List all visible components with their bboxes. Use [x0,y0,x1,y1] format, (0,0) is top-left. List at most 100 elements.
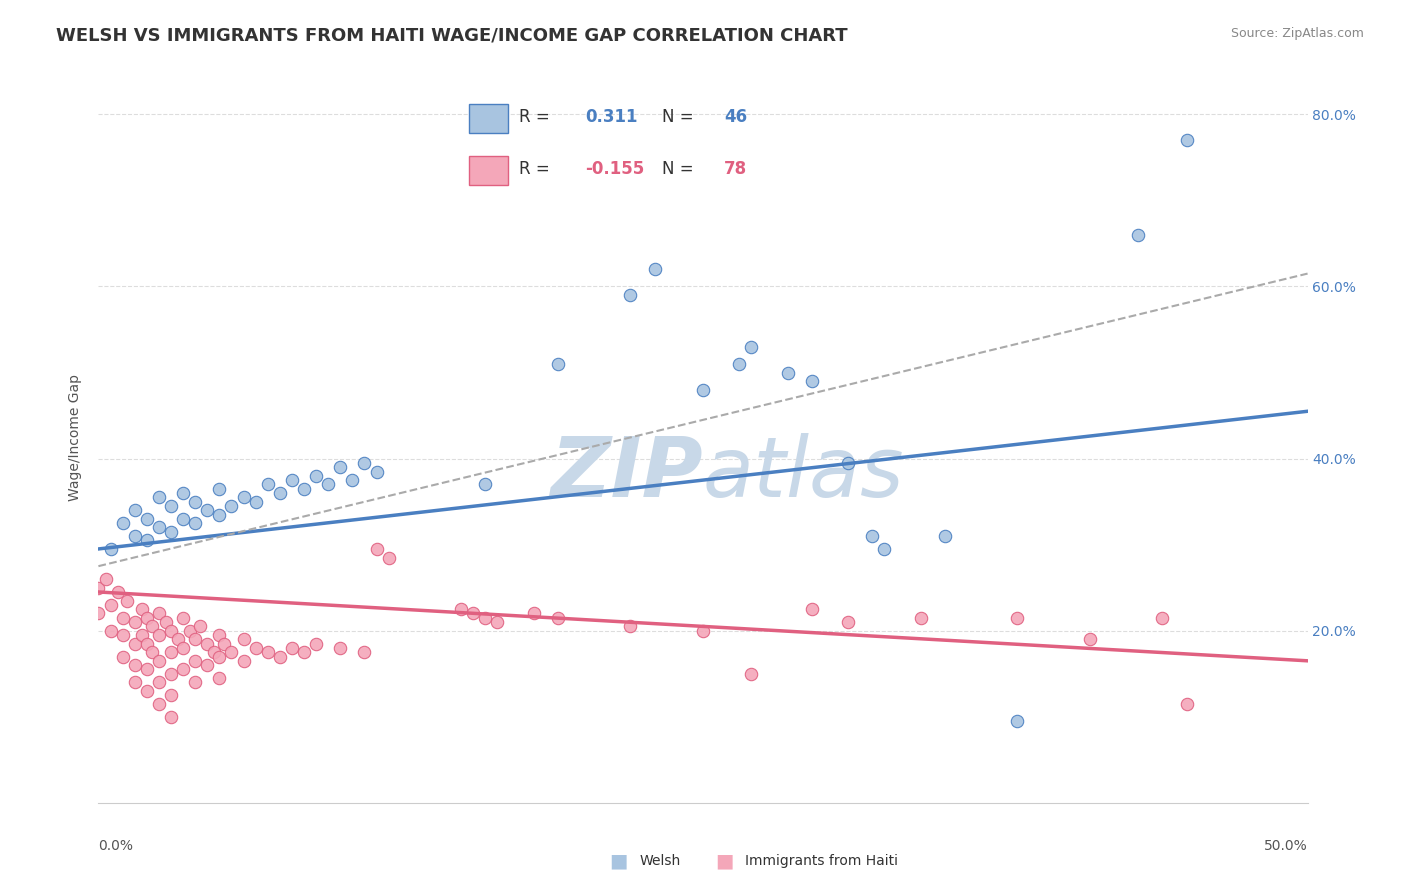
Point [184,675,207,690]
Point [221,499,243,513]
Point [619,619,641,633]
Point [353,456,375,470]
Point [87,607,110,621]
Point [281,640,304,655]
Point [292,482,315,496]
Point [305,468,328,483]
Point [776,366,799,380]
Point [873,541,896,556]
Point [547,357,569,371]
Text: Source: ZipAtlas.com: Source: ZipAtlas.com [1230,27,1364,40]
Point [523,607,546,621]
Point [172,662,194,676]
Point [160,524,183,539]
Point [232,632,254,647]
Text: atlas: atlas [703,434,904,514]
Point [316,477,339,491]
Point [167,632,190,647]
Point [329,640,352,655]
Point [463,607,485,621]
Text: 0.0%: 0.0% [98,839,134,854]
Point [172,512,194,526]
Point [208,508,231,522]
Point [155,615,177,629]
Text: ■: ■ [609,851,628,871]
Point [135,662,157,676]
Point [111,611,134,625]
Point [221,645,243,659]
Point [107,585,129,599]
Point [148,607,170,621]
Point [195,658,218,673]
Point [1078,632,1101,647]
Point [195,637,218,651]
Point [353,645,375,659]
Point [111,649,134,664]
Point [184,516,207,530]
Point [281,473,304,487]
Point [135,533,157,548]
Point [195,503,218,517]
Point [204,645,226,659]
Point [184,494,207,508]
Point [131,628,153,642]
Point [148,628,170,642]
Point [141,619,163,633]
Point [837,615,859,629]
Point [124,529,146,543]
Point [117,593,139,607]
Point [934,529,956,543]
Point [1175,133,1198,147]
Point [148,675,170,690]
Point [1007,714,1029,728]
Point [1128,227,1150,242]
Point [135,512,157,526]
Point [135,611,157,625]
Point [124,637,146,651]
Point [135,637,157,651]
Point [141,645,163,659]
Point [148,697,170,711]
Point [212,637,235,651]
Point [329,460,352,475]
Point [172,486,194,500]
Point [160,624,183,638]
Point [100,624,122,638]
Point [160,688,183,702]
Point [292,645,315,659]
Point [208,649,231,664]
Point [692,624,714,638]
Point [245,494,267,508]
Point [366,465,388,479]
Point [148,654,170,668]
Point [860,529,883,543]
Point [184,632,207,647]
Point [172,640,194,655]
Point [342,473,364,487]
Text: WELSH VS IMMIGRANTS FROM HAITI WAGE/INCOME GAP CORRELATION CHART: WELSH VS IMMIGRANTS FROM HAITI WAGE/INCO… [56,27,848,45]
Point [100,598,122,612]
Point [800,374,823,388]
Point [486,615,509,629]
Point [245,640,267,655]
Point [131,602,153,616]
Point [1175,697,1198,711]
Point [100,541,122,556]
Point [474,611,496,625]
Point [208,628,231,642]
Point [148,491,170,505]
Point [256,477,278,491]
Point [160,666,183,681]
Point [124,503,146,517]
Point [269,649,291,664]
Point [172,611,194,625]
Point [208,482,231,496]
Point [124,675,146,690]
Point [160,710,183,724]
Point [547,611,569,625]
Point [124,658,146,673]
Point [160,645,183,659]
Point [692,383,714,397]
Point [188,619,211,633]
Point [910,611,932,625]
